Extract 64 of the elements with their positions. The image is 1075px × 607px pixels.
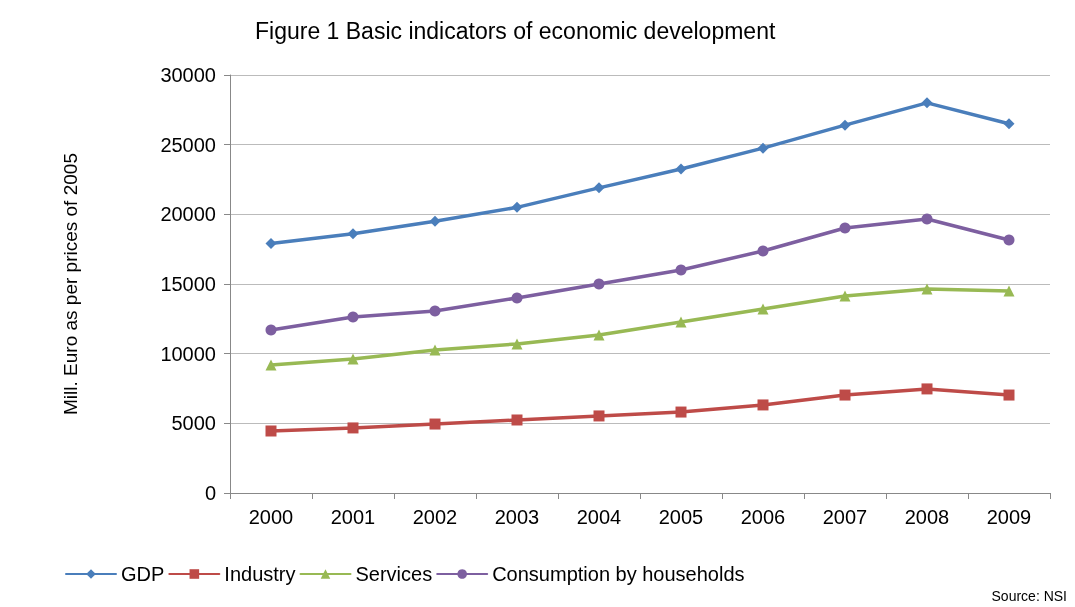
point xyxy=(511,292,523,304)
y-tick-label: 10000 xyxy=(160,342,216,365)
point xyxy=(347,353,359,365)
point xyxy=(757,399,769,411)
y-tick-label: 5000 xyxy=(171,412,216,435)
legend-label: Consumption by households xyxy=(492,563,745,585)
x-tick-label: 2000 xyxy=(248,506,294,528)
point xyxy=(757,245,769,257)
point xyxy=(511,338,523,350)
point xyxy=(757,142,769,154)
point xyxy=(675,406,687,418)
x-tick-label: 2006 xyxy=(740,506,786,528)
point xyxy=(921,213,933,225)
y-tick-label: 25000 xyxy=(160,133,216,156)
point xyxy=(757,303,769,315)
source-note: Source: NSI xyxy=(991,588,1068,604)
x-tick-label: 2005 xyxy=(658,506,704,528)
y-axis-title: Mill. Euro as per prices of 2005 xyxy=(60,153,81,415)
point xyxy=(265,425,277,437)
y-tick-label: 15000 xyxy=(160,273,216,295)
point xyxy=(839,389,851,401)
x-tick-label: 2007 xyxy=(822,506,868,528)
chart-title: Figure 1 Basic indicators of economic development xyxy=(255,17,776,44)
point xyxy=(675,163,687,175)
point xyxy=(921,383,933,395)
x-tick-label: 2003 xyxy=(494,506,540,528)
point xyxy=(839,119,851,131)
y-tick-label: 20000 xyxy=(160,203,216,226)
x-tick-label: 2009 xyxy=(986,506,1032,528)
point xyxy=(511,201,523,213)
point xyxy=(1003,234,1015,246)
point xyxy=(1003,285,1015,297)
point xyxy=(593,329,605,341)
legend-label: GDP xyxy=(121,563,165,585)
point xyxy=(839,290,851,302)
point xyxy=(265,238,277,250)
point xyxy=(347,422,359,434)
point xyxy=(593,410,605,422)
x-tick-label: 2008 xyxy=(904,506,950,528)
point xyxy=(429,305,441,317)
point xyxy=(921,97,933,109)
x-tick-label: 2001 xyxy=(330,506,376,528)
point xyxy=(347,311,359,323)
x-tick-label: 2004 xyxy=(576,506,622,528)
x-tick-label: 2002 xyxy=(412,506,458,528)
y-tick-label: 30000 xyxy=(160,64,216,86)
point xyxy=(675,316,687,328)
point xyxy=(347,228,359,240)
point xyxy=(265,359,277,371)
point xyxy=(593,278,605,290)
point xyxy=(511,414,523,426)
point xyxy=(429,215,441,227)
point xyxy=(839,222,851,234)
point xyxy=(265,324,277,336)
point xyxy=(593,182,605,194)
legend-label: Industry xyxy=(224,563,296,585)
point xyxy=(1003,118,1015,130)
point xyxy=(921,283,933,295)
y-tick-label: 0 xyxy=(204,482,216,504)
point xyxy=(1003,389,1015,401)
point xyxy=(429,418,441,430)
point xyxy=(675,264,687,276)
legend-label: Services xyxy=(355,563,433,585)
point xyxy=(429,344,441,356)
